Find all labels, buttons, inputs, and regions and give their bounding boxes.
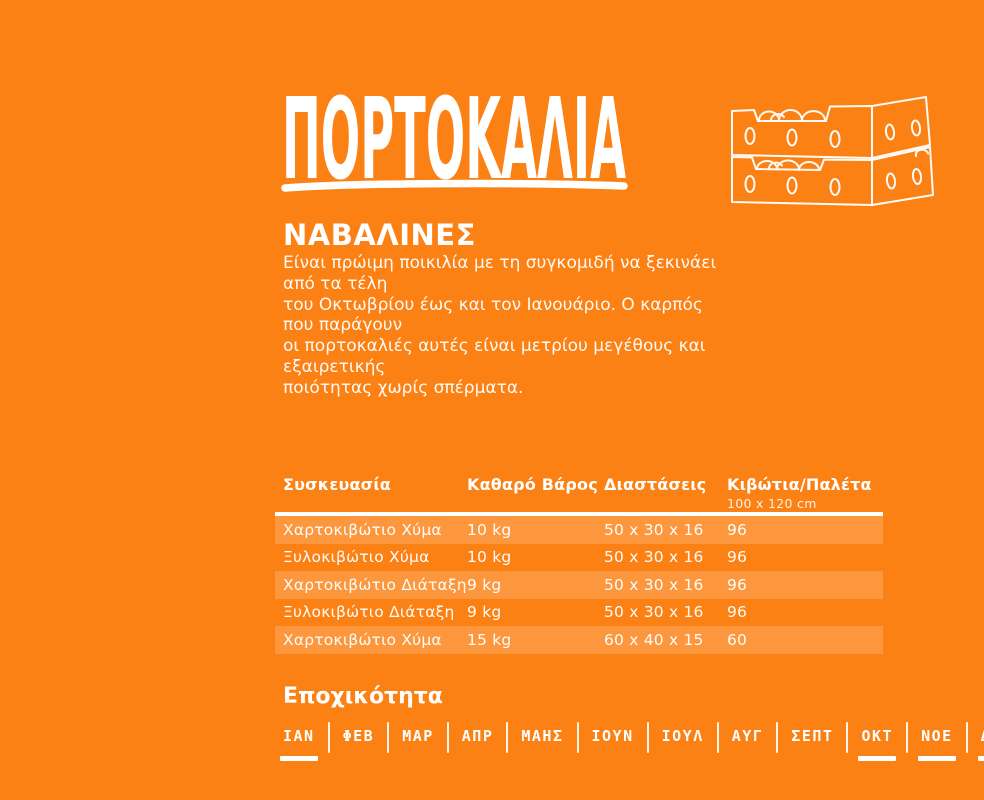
active-month-underline bbox=[977, 756, 984, 761]
month-jul: ΙΟΥΛ bbox=[661, 727, 704, 745]
cell-net-weight: 9 kg bbox=[467, 603, 502, 622]
table-row: Χαρτοκιβώτιο Χύμα 10 kg 50 x 30 x 16 96 bbox=[275, 516, 883, 544]
month-divider bbox=[506, 722, 509, 753]
description-line: Είναι πρώιμη ποικιλία με τη συγκομιδή να… bbox=[283, 253, 717, 294]
cell-dimensions: 50 x 30 x 16 bbox=[604, 603, 704, 622]
month-divider bbox=[965, 722, 968, 753]
cell-packaging: Χαρτοκιβώτιο Χύμα bbox=[283, 520, 442, 539]
month-divider bbox=[846, 722, 849, 753]
table-row: Χαρτοκιβώτιο Διάταξη 9 kg 50 x 30 x 16 9… bbox=[275, 571, 883, 599]
month-aug: ΑΥΓ bbox=[731, 727, 764, 745]
cell-dimensions: 50 x 30 x 16 bbox=[604, 575, 704, 594]
cell-net-weight: 10 kg bbox=[467, 548, 512, 567]
cell-packaging: Ξυλοκιβώτιο Χύμα bbox=[283, 548, 430, 567]
month-oct: ΟΚΤ bbox=[848, 724, 906, 761]
active-month-underline bbox=[918, 756, 956, 761]
table-row: Ξυλοκιβώτιο Διάταξη 9 kg 50 x 30 x 16 96 bbox=[275, 599, 883, 627]
month-divider bbox=[776, 722, 779, 753]
page-title: ΠΟΡΤΟΚΑΛΙΑ bbox=[282, 90, 626, 190]
month-divider bbox=[387, 722, 390, 753]
variety-description: Είναι πρώιμη ποικιλία με τη συγκομιδή να… bbox=[283, 253, 733, 399]
description-line: του Οκτωβρίου έως και τον Ιανουάριο. Ο κ… bbox=[283, 294, 703, 336]
cell-net-weight: 15 kg bbox=[467, 630, 512, 649]
cell-boxes-per-pallet: 96 bbox=[727, 575, 748, 594]
cell-net-weight: 9 kg bbox=[467, 575, 502, 594]
column-header-boxes-per-pallet: Κιβώτια/Παλέτα 100 x 120 cm bbox=[727, 475, 883, 511]
svg-text:ΠΟΡΤΟΚΑΛΙΑ: ΠΟΡΤΟΚΑΛΙΑ bbox=[282, 90, 626, 190]
orange-crates-icon bbox=[724, 94, 938, 210]
header-divider-rule bbox=[275, 512, 883, 516]
month-feb: ΦΕΒ bbox=[342, 727, 375, 745]
variety-heading: ΝΑΒΑΛΙΝΕΣ bbox=[283, 218, 476, 252]
month-mar: ΜΑΡ bbox=[402, 727, 434, 745]
seasonality-heading: Εποχικότητα bbox=[283, 684, 443, 709]
column-header-packaging: Συσκευασία bbox=[283, 475, 391, 494]
table-row: Χαρτοκιβώτιο Χύμα 15 kg 60 x 40 x 15 60 bbox=[275, 626, 883, 654]
cell-dimensions: 50 x 30 x 16 bbox=[604, 548, 704, 567]
month-divider bbox=[716, 722, 719, 753]
cell-packaging: Χαρτοκιβώτιο Διάταξη bbox=[283, 575, 467, 594]
cell-boxes-per-pallet: 60 bbox=[727, 630, 748, 649]
month-sep: ΣΕΠΤ bbox=[791, 727, 834, 745]
description-line: οι πορτοκαλιές αυτές είναι μετρίου μεγέθ… bbox=[283, 336, 706, 377]
column-header-boxes-per-pallet-label: Κιβώτια/Παλέτα bbox=[727, 475, 872, 494]
table-row: Ξυλοκιβώτιο Χύμα 10 kg 50 x 30 x 16 96 bbox=[275, 544, 883, 572]
active-month-underline bbox=[858, 756, 897, 761]
month-jun: ΙΟΥΝ bbox=[591, 727, 634, 745]
month-apr: ΑΠΡ bbox=[461, 727, 494, 745]
title-underline-stroke bbox=[281, 179, 628, 192]
column-header-net-weight: Καθαρό Βάρος bbox=[467, 475, 598, 494]
month-jan: ΙΑΝ bbox=[280, 724, 328, 761]
cell-boxes-per-pallet: 96 bbox=[727, 603, 748, 622]
month-divider bbox=[446, 722, 449, 753]
month-divider bbox=[906, 722, 909, 753]
cell-dimensions: 60 x 40 x 15 bbox=[604, 630, 704, 649]
active-month-underline bbox=[280, 756, 318, 761]
description-line: ποιότητας χωρίς σπέρματα. bbox=[283, 377, 524, 398]
packaging-table: Συσκευασία Καθαρό Βάρος Διαστάσεις Κιβώτ… bbox=[275, 468, 883, 654]
cell-packaging: Χαρτοκιβώτιο Χύμα bbox=[283, 630, 442, 649]
seasonality-month-strip: ΙΑΝ ΦΕΒ ΜΑΡ ΑΠΡ ΜΑΗΣ ΙΟΥΝ ΙΟΥΛ ΑΥΓ bbox=[280, 722, 984, 761]
month-divider bbox=[327, 722, 330, 753]
cell-boxes-per-pallet: 96 bbox=[727, 548, 748, 567]
table-header-row: Συσκευασία Καθαρό Βάρος Διαστάσεις Κιβώτ… bbox=[275, 468, 883, 511]
cell-net-weight: 10 kg bbox=[467, 520, 512, 539]
column-header-dimensions: Διαστάσεις bbox=[604, 475, 707, 494]
cell-dimensions: 50 x 30 x 16 bbox=[604, 520, 704, 539]
month-may: ΜΑΗΣ bbox=[521, 727, 564, 745]
month-divider bbox=[576, 722, 579, 753]
month-dec: ΔΕΚ bbox=[968, 724, 984, 761]
month-nov: ΝΟΕ bbox=[908, 724, 966, 761]
cell-boxes-per-pallet: 96 bbox=[727, 520, 748, 539]
pallet-size-note: 100 x 120 cm bbox=[727, 496, 817, 511]
cell-packaging: Ξυλοκιβώτιο Διάταξη bbox=[283, 603, 455, 622]
month-divider bbox=[646, 722, 649, 753]
